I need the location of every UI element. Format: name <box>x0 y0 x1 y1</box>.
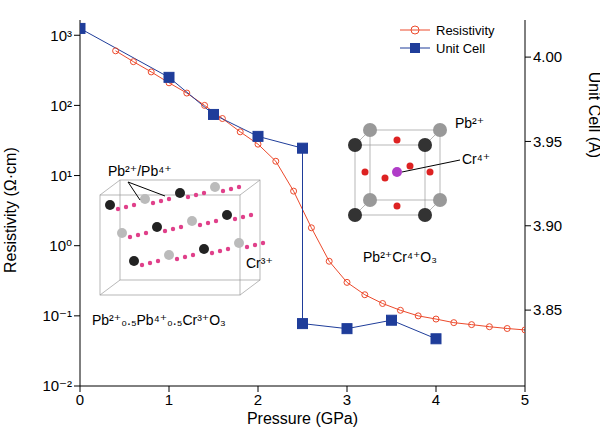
svg-text:Pb²⁺Cr⁴⁺O₃: Pb²⁺Cr⁴⁺O₃ <box>363 249 437 265</box>
svg-text:10²: 10² <box>50 97 72 114</box>
svg-text:Resistivity (Ω·cm): Resistivity (Ω·cm) <box>8 147 19 273</box>
svg-text:10¹: 10¹ <box>50 167 72 184</box>
svg-text:Cr³⁺: Cr³⁺ <box>246 255 273 271</box>
svg-text:1: 1 <box>165 391 173 408</box>
svg-text:10⁰: 10⁰ <box>49 237 72 254</box>
svg-text:3.90: 3.90 <box>533 217 562 234</box>
svg-text:4: 4 <box>432 391 440 408</box>
svg-text:Unit Cell: Unit Cell <box>436 41 485 56</box>
svg-text:Resistivity: Resistivity <box>436 23 495 38</box>
svg-text:Pressure (GPa): Pressure (GPa) <box>247 410 358 427</box>
svg-text:Unit Cell (Å): Unit Cell (Å) <box>586 72 592 158</box>
svg-text:Cr⁴⁺: Cr⁴⁺ <box>462 151 490 167</box>
svg-text:10³: 10³ <box>50 27 72 44</box>
svg-text:4.00: 4.00 <box>533 48 562 65</box>
svg-text:Pb²⁺₀.₅Pb⁴⁺₀.₅Cr³⁺O₃: Pb²⁺₀.₅Pb⁴⁺₀.₅Cr³⁺O₃ <box>92 312 226 328</box>
svg-text:10⁻²: 10⁻² <box>42 377 72 394</box>
svg-text:3.95: 3.95 <box>533 133 562 150</box>
svg-text:0: 0 <box>76 391 84 408</box>
svg-text:10⁻¹: 10⁻¹ <box>42 307 72 324</box>
svg-text:5: 5 <box>521 391 529 408</box>
svg-text:Pb²⁺/Pb⁴⁺: Pb²⁺/Pb⁴⁺ <box>108 163 172 179</box>
svg-text:3: 3 <box>343 391 351 408</box>
svg-text:Pb²⁺: Pb²⁺ <box>455 115 484 131</box>
svg-text:2: 2 <box>254 391 262 408</box>
svg-text:3.85: 3.85 <box>533 301 562 318</box>
